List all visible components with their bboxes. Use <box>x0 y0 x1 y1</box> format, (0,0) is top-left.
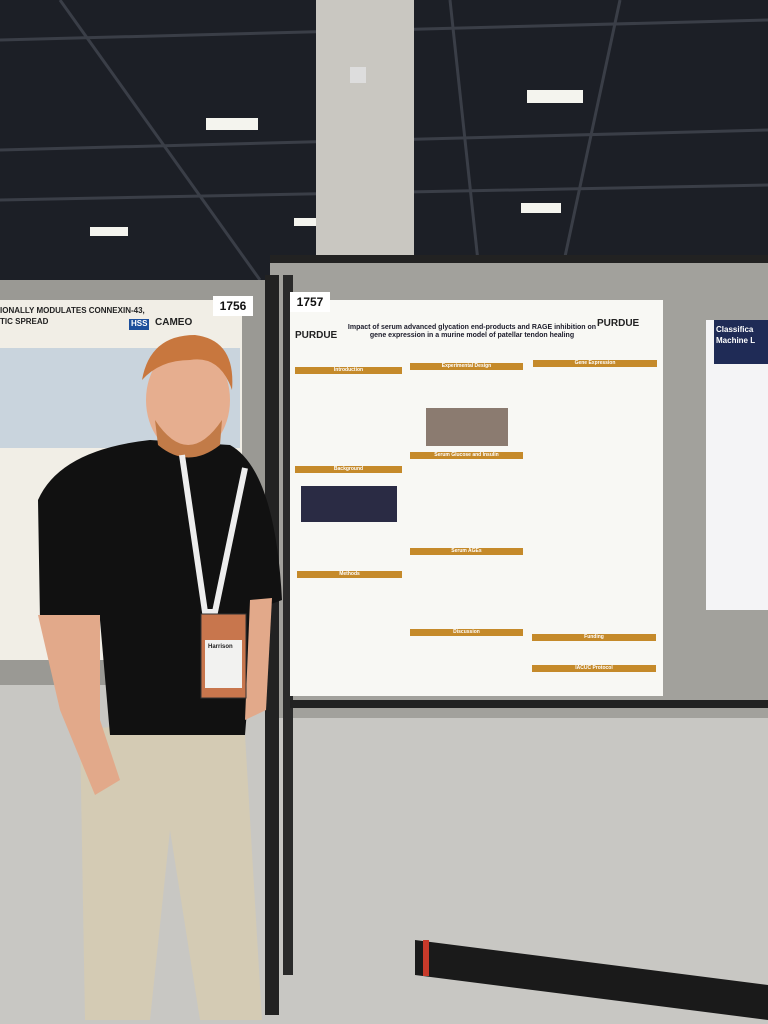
section-header: Serum Glucose and Insulin <box>410 452 523 459</box>
hair <box>142 335 233 390</box>
board-number: 1757 <box>290 292 330 312</box>
section-header: Methods <box>297 571 402 578</box>
board-post <box>283 275 293 975</box>
poster-image <box>426 408 508 446</box>
section-header: Experimental Design <box>410 363 523 370</box>
right-poster <box>706 320 768 610</box>
section-header: Introduction <box>295 367 402 374</box>
left-poster-title: TIC SPREAD <box>0 317 49 326</box>
section-header: Gene Expression <box>533 360 657 367</box>
head <box>146 345 230 455</box>
poster-tube <box>415 940 768 1020</box>
left-poster-title: IONALLY MODULATES CONNEXIN-43, <box>0 306 145 315</box>
board-number: 1756 <box>213 296 253 316</box>
ceiling-lights <box>90 90 583 236</box>
arm <box>38 615 120 795</box>
section-header: Funding <box>532 634 656 641</box>
board-frame <box>270 255 768 263</box>
column <box>316 0 414 295</box>
board-frame <box>290 700 768 708</box>
poster-logo: PURDUE <box>295 330 338 341</box>
lanyard <box>179 454 248 615</box>
section-header: Background <box>295 466 402 473</box>
poster-image <box>301 486 397 522</box>
tube-cap <box>423 940 429 976</box>
left-poster-logo-text: CAMEO <box>155 317 193 328</box>
right-poster-title: Classifica <box>716 325 754 334</box>
right-poster-header <box>714 320 768 364</box>
section-header: IACUC Protocol <box>532 665 656 672</box>
beard <box>155 420 222 458</box>
poster-title: Impact of serum advanced glycation end-p… <box>347 324 597 339</box>
pants <box>80 726 262 1020</box>
right-poster-title: Machine L <box>716 336 756 345</box>
outlet <box>350 67 366 83</box>
board-post <box>265 275 279 1015</box>
arm <box>245 598 272 720</box>
left-poster-logo: HSS <box>129 319 150 330</box>
section-header: Discussion <box>410 629 523 636</box>
badge-card <box>205 640 242 688</box>
badge-name: Harrison <box>208 644 233 650</box>
poster-logo: PURDUE <box>597 318 640 329</box>
section-header: Serum AGEs <box>410 548 523 555</box>
